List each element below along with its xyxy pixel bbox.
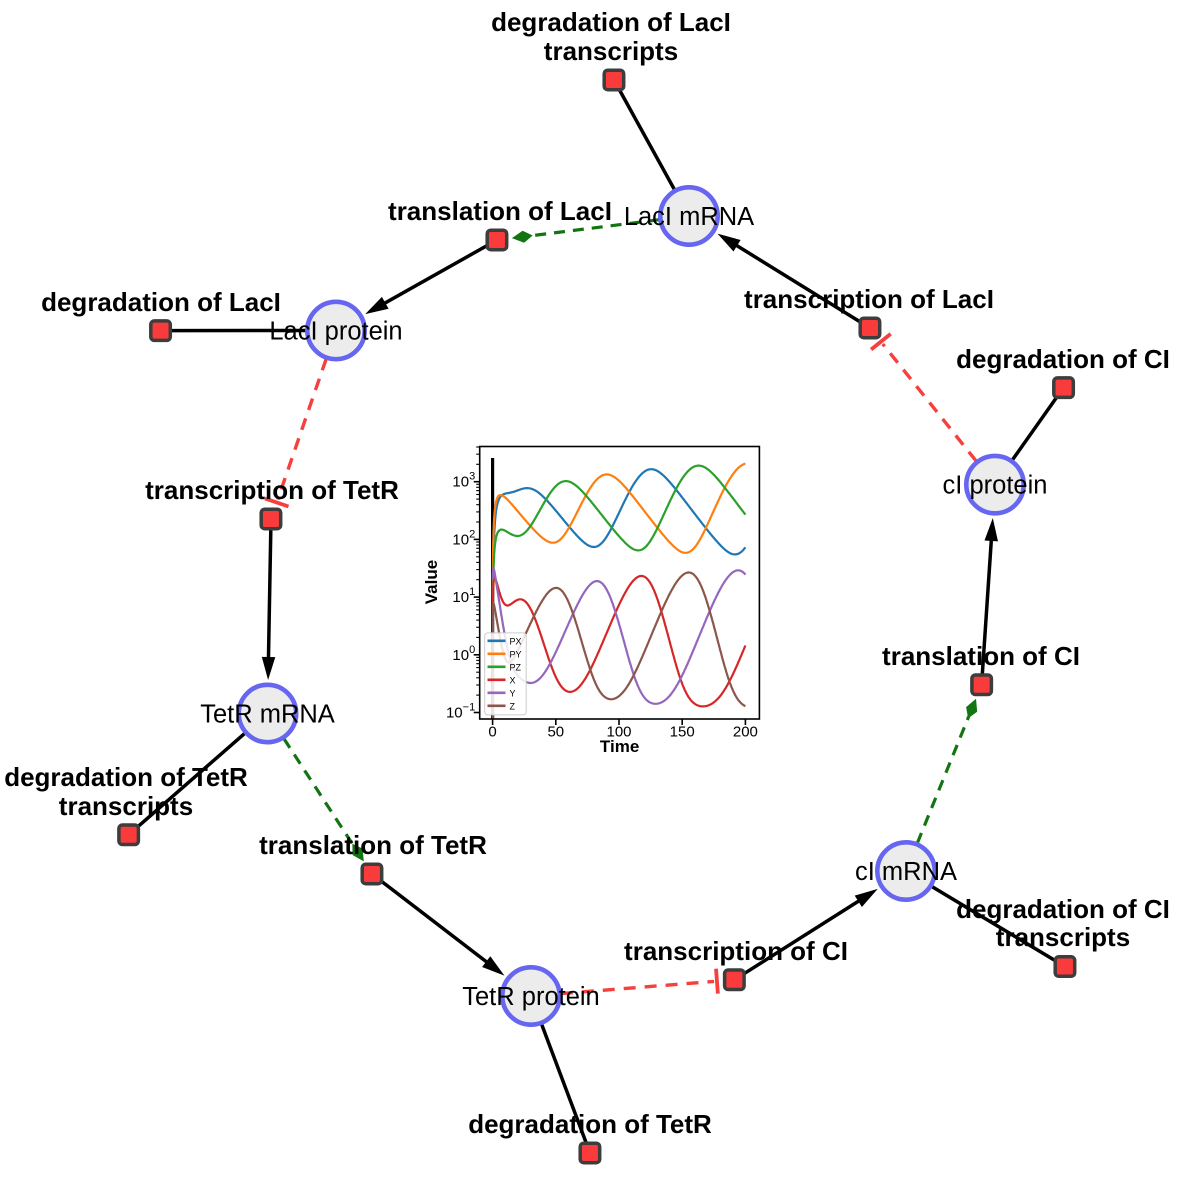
- svg-text:degradation of LacI: degradation of LacI: [41, 287, 281, 317]
- svg-text:transcripts: transcripts: [996, 922, 1130, 952]
- svg-text:Z: Z: [510, 701, 516, 711]
- svg-text:PZ: PZ: [510, 662, 522, 672]
- svg-text:transcription of TetR: transcription of TetR: [145, 475, 399, 505]
- svg-text:0: 0: [488, 724, 496, 741]
- svg-text:transcripts: transcripts: [59, 791, 193, 821]
- svg-text:degradation of CI: degradation of CI: [956, 344, 1170, 374]
- svg-text:degradation of CI: degradation of CI: [956, 894, 1170, 924]
- svg-text:50: 50: [547, 724, 564, 741]
- svg-text:transcription of LacI: transcription of LacI: [744, 284, 994, 314]
- svg-text:TetR mRNA: TetR mRNA: [200, 701, 335, 729]
- svg-text:150: 150: [670, 724, 695, 741]
- svg-text:Y: Y: [510, 688, 516, 698]
- svg-text:Time: Time: [600, 737, 639, 756]
- svg-text:PY: PY: [510, 649, 522, 659]
- svg-text:TetR protein: TetR protein: [462, 983, 600, 1011]
- svg-text:LacI mRNA: LacI mRNA: [624, 203, 754, 231]
- svg-text:translation of LacI: translation of LacI: [388, 196, 612, 226]
- svg-text:degradation of LacI: degradation of LacI: [491, 7, 731, 37]
- svg-text:cI protein: cI protein: [943, 472, 1048, 500]
- svg-text:cI mRNA: cI mRNA: [855, 858, 957, 886]
- svg-text:degradation of TetR: degradation of TetR: [468, 1109, 712, 1139]
- svg-text:200: 200: [733, 724, 758, 741]
- svg-text:100: 100: [606, 724, 631, 741]
- svg-text:degradation of TetR: degradation of TetR: [4, 762, 248, 792]
- svg-text:translation of TetR: translation of TetR: [259, 830, 487, 860]
- svg-text:X: X: [510, 675, 516, 685]
- svg-text:translation of CI: translation of CI: [882, 641, 1080, 671]
- svg-text:PX: PX: [510, 636, 522, 646]
- svg-text:transcripts: transcripts: [544, 36, 678, 66]
- svg-text:LacI protein: LacI protein: [269, 318, 402, 346]
- svg-text:Value: Value: [422, 560, 441, 604]
- svg-text:transcription of CI: transcription of CI: [624, 936, 848, 966]
